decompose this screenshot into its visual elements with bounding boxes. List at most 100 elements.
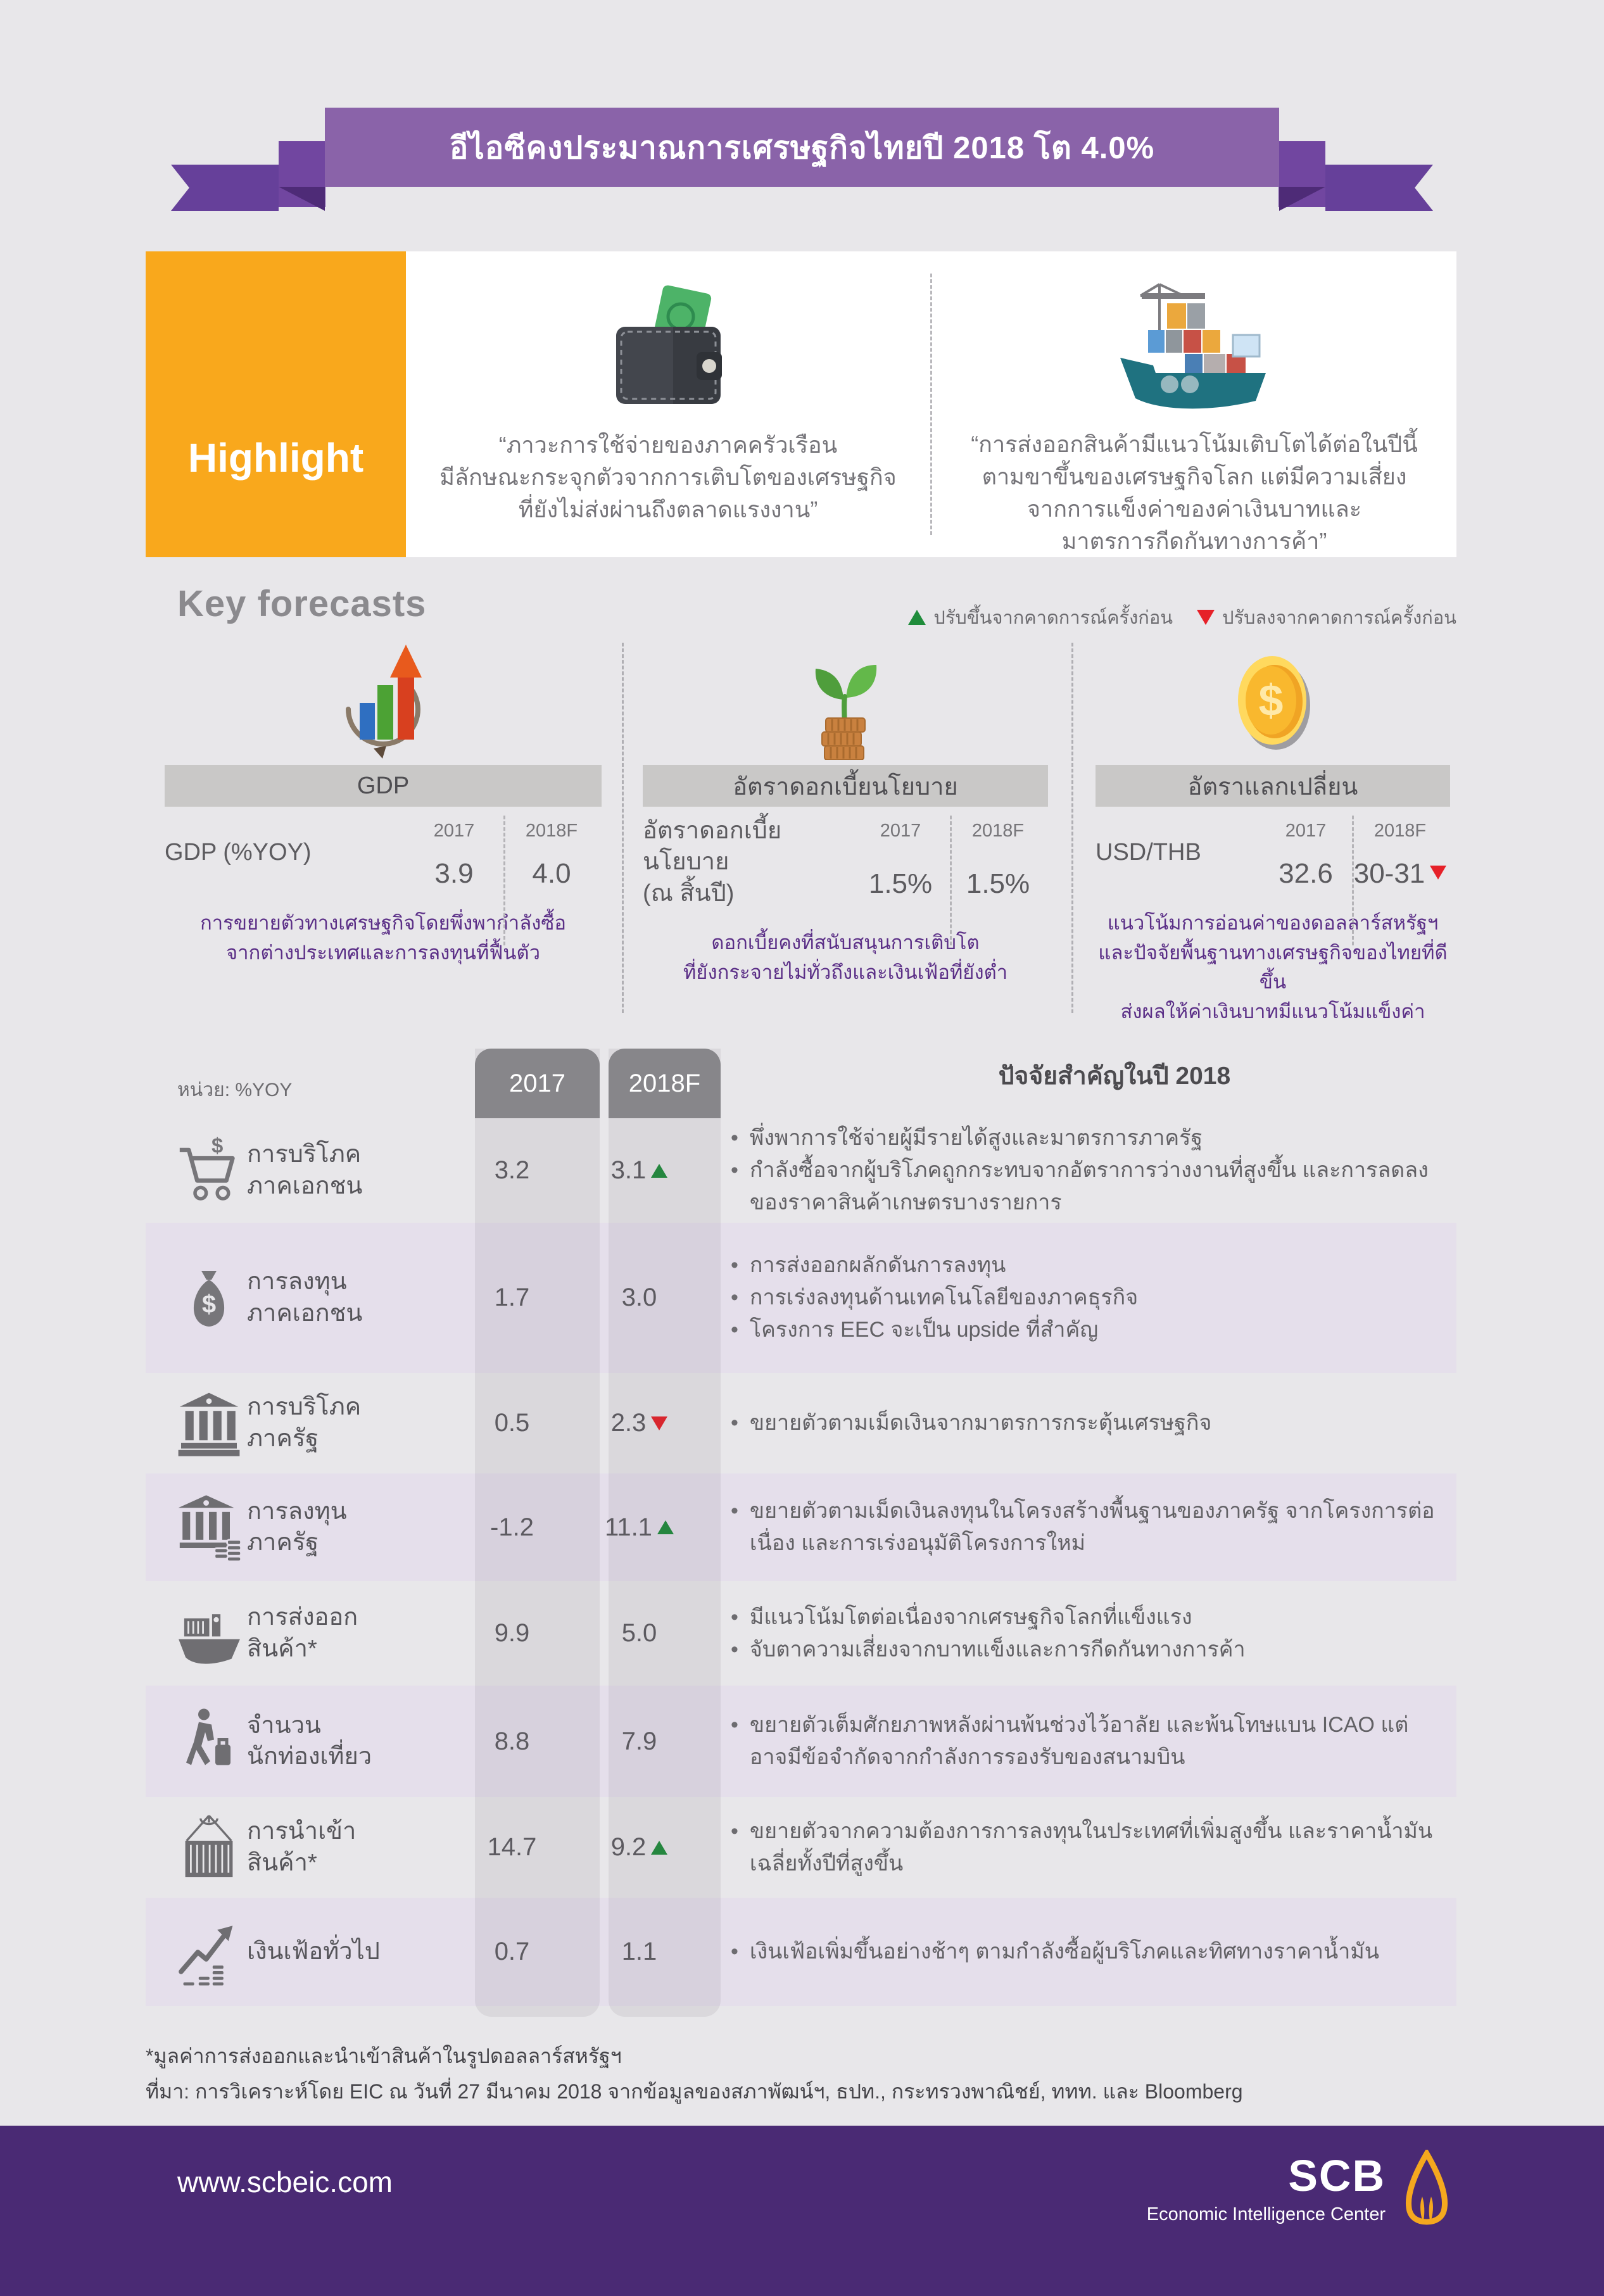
svg-text:$: $	[1259, 676, 1284, 725]
up-triangle-icon	[651, 1840, 668, 1855]
money-bag-icon: $	[146, 1263, 247, 1333]
row-bullets: ขยายตัวตามเม็ดเงินจากมาตรการกระตุ้นเศรษฐ…	[695, 1401, 1456, 1446]
export-ship-icon	[146, 1599, 247, 1668]
row-bullets: ขยายตัวจากความต้องการการลงทุนในประเทศที่…	[695, 1809, 1456, 1886]
down-triangle-icon	[1197, 610, 1215, 625]
forecast-divider-1	[622, 643, 624, 1013]
highlight-panel: “ภาวะการใช้จ่ายของภาคครัวเรือน มีลักษณะก…	[406, 251, 1456, 557]
value-2017: 3.2	[494, 1156, 530, 1184]
key-forecasts-legend: ปรับขึ้นจากคาดการณ์ครั้งก่อน ปรับลงจากคา…	[908, 603, 1456, 632]
forecast-data-policy-rate: อัตราดอกเบี้ย นโยบาย (ณ สิ้นปี) 2017 201…	[643, 816, 1048, 945]
up-triangle-icon	[657, 1520, 674, 1534]
indicator-table: 2017 2018F หน่วย: %YOY ปัจจัยสำคัญในปี 2…	[146, 1045, 1456, 2017]
legend-up: ปรับขึ้นจากคาดการณ์ครั้งก่อน	[908, 603, 1173, 632]
row-label: การส่งออก สินค้า*	[247, 1604, 358, 1662]
footnote-usd: *มูลค่าการส่งออกและนำเข้าสินค้าในรูปดอลล…	[146, 2045, 622, 2067]
down-triangle-icon	[1430, 866, 1447, 880]
exchange-rate-value-2018: 30-31	[1350, 850, 1450, 890]
row-bullets: พึ่งพาการใช้จ่ายผู้มีรายได้สูงและมาตรการ…	[695, 1116, 1456, 1225]
row-bullets: เงินเฟ้อเพิ่มขึ้นอย่างช้าๆ ตามกำลังซื้อผ…	[695, 1929, 1456, 1974]
legend-down: ปรับลงจากคาดการณ์ครั้งก่อน	[1197, 603, 1456, 632]
up-triangle-icon	[651, 1163, 668, 1178]
scb-flame-icon	[1398, 2148, 1455, 2229]
policy-rate-year-2017: 2017	[880, 821, 921, 841]
factors-header: ปัจจัยสำคัญในปี 2018	[998, 1063, 1231, 1090]
exchange-rate-row-label: USD/THB	[1096, 838, 1201, 866]
value-2017: 9.9	[494, 1619, 530, 1647]
bank-coins-icon	[146, 1492, 247, 1562]
scb-logo-text: SCB	[1288, 2151, 1386, 2200]
row-bullets: ขยายตัวเต็มศักยภาพหลังผ่านพ้นช่วงไว้อาลั…	[695, 1703, 1456, 1780]
forecast-divider-2	[1071, 643, 1073, 1013]
table-row-public-investment: การลงทุน ภาครัฐ -1.2 11.1 ขยายตัวตามเม็ด…	[146, 1473, 1456, 1581]
table-rows: $ การบริโภค ภาคเอกชน 3.2 3.1 พึ่งพาการใช…	[146, 1118, 1456, 2006]
highlight-item-household: “ภาวะการใช้จ่ายของภาคครัวเรือน มีลักษณะก…	[406, 251, 930, 557]
shopping-cart-icon: $	[146, 1136, 247, 1206]
column-strip-2017	[475, 1049, 600, 2017]
value-2018: 5.0	[621, 1619, 657, 1647]
gold-coin-icon: $	[1096, 636, 1450, 760]
table-row-tourists: จำนวน นักท่องเที่ยว 8.8 7.9 ขยายตัวเต็มศ…	[146, 1686, 1456, 1797]
value-2018: 11.1	[583, 1513, 695, 1542]
svg-text:$: $	[202, 1290, 216, 1318]
row-label: เงินเฟ้อทั่วไป	[247, 1938, 380, 1965]
unit-label: หน่วย: %YOY	[177, 1080, 293, 1101]
forecast-header-gdp: GDP	[165, 765, 602, 807]
column-header-2018: 2018F	[609, 1049, 721, 1118]
website-link[interactable]: www.scbeic.com	[177, 2166, 393, 2198]
up-triangle-icon	[908, 610, 926, 625]
highlight-label: Highlight	[187, 435, 364, 481]
policy-rate-year-divider	[950, 816, 952, 945]
table-row-private-investment: $ การลงทุน ภาคเอกชน 1.7 3.0 การส่งออกผลั…	[146, 1223, 1456, 1373]
row-label: การบริโภค ภาคเอกชน	[247, 1141, 363, 1199]
ribbon-tail-right	[1325, 165, 1433, 211]
value-2017: 1.7	[494, 1284, 530, 1311]
value-2018: 2.3	[583, 1409, 695, 1437]
gdp-year-divider	[503, 816, 505, 945]
row-label: การนำเข้า สินค้า*	[247, 1818, 357, 1876]
down-triangle-icon	[651, 1416, 668, 1430]
forecast-col-gdp: GDP GDP (%YOY) 2017 2018F 3.9 4.0 การขยา…	[165, 636, 602, 1016]
row-bullets: การส่งออกผลักดันการลงทุน การเร่งลงทุนด้า…	[695, 1243, 1456, 1353]
key-forecasts-title: Key forecasts	[177, 583, 427, 624]
value-2017: 0.5	[494, 1409, 530, 1437]
table-row-imports: การนำเข้า สินค้า* 14.7 9.2 ขยายตัวจากควา…	[146, 1797, 1456, 1898]
footnote-source: ที่มา: การวิเคราะห์โดย EIC ณ วันที่ 27 ม…	[146, 2080, 1243, 2103]
value-2018: 7.9	[621, 1727, 657, 1755]
gdp-row-label: GDP (%YOY)	[165, 838, 312, 866]
row-label: การบริโภค ภาครัฐ	[247, 1394, 362, 1452]
policy-rate-value-2017: 1.5%	[868, 867, 933, 899]
row-label: การลงทุน ภาครัฐ	[247, 1498, 347, 1556]
banner-title: อีไอซีคงประมาณการเศรษฐกิจไทยปี 2018 โต 4…	[449, 130, 1155, 165]
row-label: การลงทุน ภาคเอกชน	[247, 1268, 363, 1327]
value-2017: 8.8	[494, 1727, 530, 1755]
exchange-rate-year-2017: 2017	[1285, 821, 1327, 841]
sprout-coins-icon	[643, 636, 1048, 760]
gdp-value-2018: 4.0	[532, 858, 571, 889]
table-row-exports: การส่งออก สินค้า* 9.9 5.0 มีแนวโน้มโตต่อ…	[146, 1581, 1456, 1686]
gdp-year-2018: 2018F	[525, 821, 578, 841]
forecast-data-exchange-rate: USD/THB 2017 2018F 32.6 30-31	[1096, 816, 1450, 945]
gdp-year-2017: 2017	[433, 821, 475, 841]
gdp-growth-icon	[165, 636, 602, 760]
import-container-icon	[146, 1813, 247, 1883]
svg-text:$: $	[212, 1136, 223, 1157]
policy-rate-value-2018: 1.5%	[966, 867, 1030, 899]
table-row-private-consumption: $ การบริโภค ภาคเอกชน 3.2 3.1 พึ่งพาการใช…	[146, 1118, 1456, 1223]
row-bullets: ขยายตัวตามเม็ดเงินลงทุนในโครงสร้างพื้นฐา…	[695, 1489, 1456, 1566]
highlight-quote-household: “ภาวะการใช้จ่ายของภาคครัวเรือน มีลักษณะก…	[439, 432, 897, 523]
value-2018: 3.0	[621, 1284, 657, 1311]
table-row-public-consumption: การบริโภค ภาครัฐ 0.5 2.3 ขยายตัวตามเม็ดเ…	[146, 1373, 1456, 1473]
footer: www.scbeic.com SCB Economic Intelligence…	[0, 2126, 1604, 2296]
tourist-icon	[146, 1705, 247, 1778]
inflation-icon	[146, 1917, 247, 1987]
highlight-item-export: “การส่งออกสินค้ามีแนวโน้มเติบโตได้ต่อในป…	[932, 251, 1456, 557]
column-strip-2018	[609, 1049, 721, 2017]
forecast-data-gdp: GDP (%YOY) 2017 2018F 3.9 4.0	[165, 816, 602, 945]
scb-eic-brand: SCB Economic Intelligence Center	[1147, 2148, 1455, 2229]
value-2018: 3.1	[583, 1156, 695, 1185]
row-label: จำนวน นักท่องเที่ยว	[247, 1712, 372, 1770]
cargo-ship-icon	[1109, 275, 1280, 420]
gdp-note: การขยายตัวทางเศรษฐกิจโดยพึ่งพากำลังซื้อ …	[200, 912, 566, 964]
